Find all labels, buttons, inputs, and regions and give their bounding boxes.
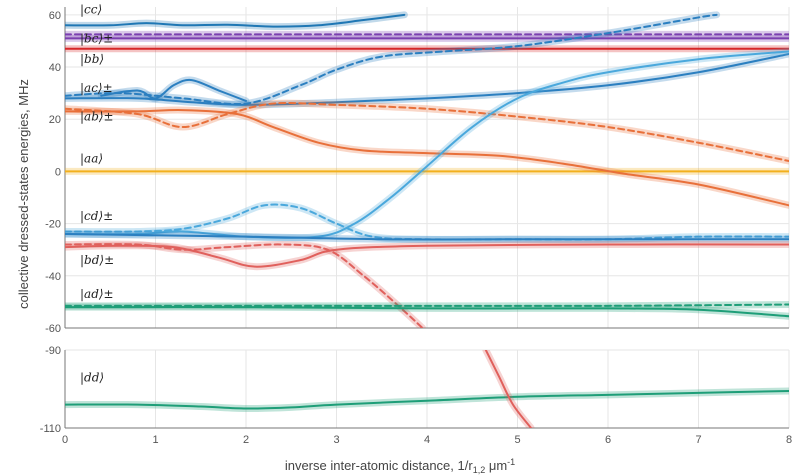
state-label: |bd⟩±	[80, 253, 114, 267]
state-label: |ad⟩±	[80, 287, 114, 301]
series-bd-line	[484, 350, 533, 428]
x-axis-label-sup: -1	[507, 457, 515, 467]
y-axis-label: collective dressed-states energies, MHz	[16, 79, 31, 309]
series-bd-line	[65, 243, 789, 268]
series-ab-line	[65, 109, 789, 207]
series-group	[65, 11, 789, 328]
series-ac-line	[65, 52, 789, 106]
state-label: |aa⟩	[80, 151, 103, 165]
x-tick-label: 4	[424, 434, 430, 446]
bottom-chart-panel: 0 1 2 3 4 5 6 7 8 -110 -90 |dd⟩	[40, 345, 792, 446]
state-label: |bc⟩±	[80, 31, 113, 45]
x-tick-label: 7	[695, 434, 701, 446]
x-axis-label-main: inverse inter-atomic distance, 1/r	[285, 458, 474, 473]
y-tick-label: 0	[55, 166, 61, 178]
state-label: |cd⟩±	[80, 209, 113, 223]
y-tick-label: -40	[45, 271, 61, 283]
series-dd-line	[65, 389, 789, 410]
series-bd-band	[65, 240, 426, 328]
y-tick-label: -90	[45, 345, 61, 357]
series-ad-line	[65, 306, 789, 318]
series-cd-line	[65, 50, 789, 239]
series-cc-line	[65, 13, 406, 28]
state-label: |ac⟩±	[80, 81, 113, 95]
series-ac-line	[65, 13, 718, 106]
x-axis-label-sub: 1,2	[473, 465, 486, 475]
y-tick-label: 20	[49, 114, 61, 126]
x-tick-label: 6	[605, 434, 611, 446]
y-tick-label: 40	[49, 62, 61, 74]
x-axis-label-unit: μm	[489, 458, 507, 473]
x-tick-label: 5	[514, 434, 520, 446]
series-ad-line	[65, 303, 789, 307]
x-tick-label: 0	[62, 434, 68, 446]
x-tick-label: 8	[786, 434, 792, 446]
state-label: |bb⟩	[80, 52, 104, 66]
series-cd-line	[65, 233, 789, 241]
state-label: |cc⟩	[80, 3, 102, 17]
y-tick-label: -20	[45, 219, 61, 231]
series-ab-line	[65, 102, 789, 162]
state-label: |ab⟩±	[80, 110, 114, 124]
series-group	[65, 350, 789, 428]
x-tick-label: 3	[333, 434, 339, 446]
y-tick-label: -60	[45, 323, 61, 335]
series-bd-line	[65, 243, 424, 328]
x-tick-label: 1	[152, 434, 158, 446]
series-ac-line	[100, 78, 247, 102]
y-tick-label: -110	[40, 423, 61, 435]
x-axis-label: inverse inter-atomic distance, 1/r1,2 μm…	[285, 457, 515, 475]
state-label: |dd⟩	[80, 370, 104, 384]
top-chart-panel: -60 -40 -20 0 20 40 60 |cc⟩ |bc⟩± |bb⟩ |ac⟩± |ab⟩± |…	[45, 3, 790, 335]
y-tick-label: 60	[49, 10, 61, 22]
x-tick-label: 2	[243, 434, 249, 446]
